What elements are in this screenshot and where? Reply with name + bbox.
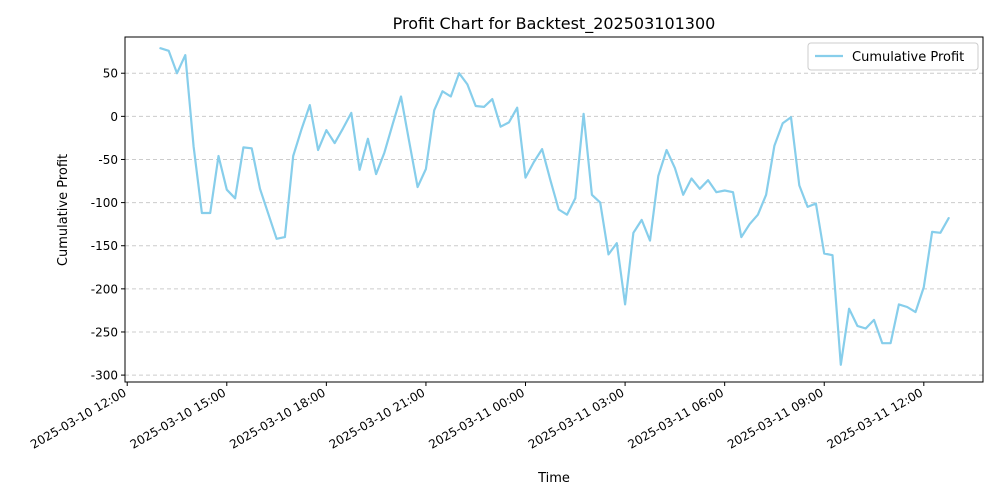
y-gridlines — [125, 72, 983, 376]
chart-title: Profit Chart for Backtest_202503101300 — [393, 14, 716, 34]
cumulative-profit-line — [159, 47, 950, 366]
x-tick-label: 2025-03-10 15:00 — [128, 385, 229, 451]
legend-box — [807, 42, 979, 71]
x-tick-label: 2025-03-11 03:00 — [526, 385, 627, 451]
plot-frame — [124, 36, 984, 383]
x-tick-label: 2025-03-11 00:00 — [426, 385, 527, 451]
y-tick-label: -300 — [91, 369, 118, 383]
legend-label: Cumulative Profit — [852, 50, 964, 65]
y-axis-ticks: 50 0 -50 -100 -150 -200 -250 -300 — [91, 67, 125, 383]
y-tick-label: -150 — [91, 239, 118, 253]
y-tick-label: -200 — [91, 282, 118, 296]
x-tick-label: 2025-03-10 21:00 — [327, 385, 428, 451]
y-tick-label: 50 — [103, 67, 118, 81]
y-axis-label: Cumulative Profit — [56, 154, 71, 266]
y-tick-label: 0 — [110, 110, 118, 124]
x-tick-label: 2025-03-10 18:00 — [227, 385, 328, 451]
x-tick-label: 2025-03-11 06:00 — [626, 385, 727, 451]
x-tick-label: 2025-03-11 09:00 — [725, 385, 826, 451]
y-tick-label: -250 — [91, 325, 118, 339]
x-tick-label: 2025-03-10 12:00 — [28, 385, 129, 451]
x-axis-label: Time — [537, 471, 570, 486]
y-tick-label: -100 — [91, 196, 118, 210]
x-tick-label: 2025-03-11 12:00 — [825, 385, 926, 451]
y-tick-label: -50 — [98, 153, 118, 167]
legend: Cumulative Profit — [807, 42, 979, 71]
